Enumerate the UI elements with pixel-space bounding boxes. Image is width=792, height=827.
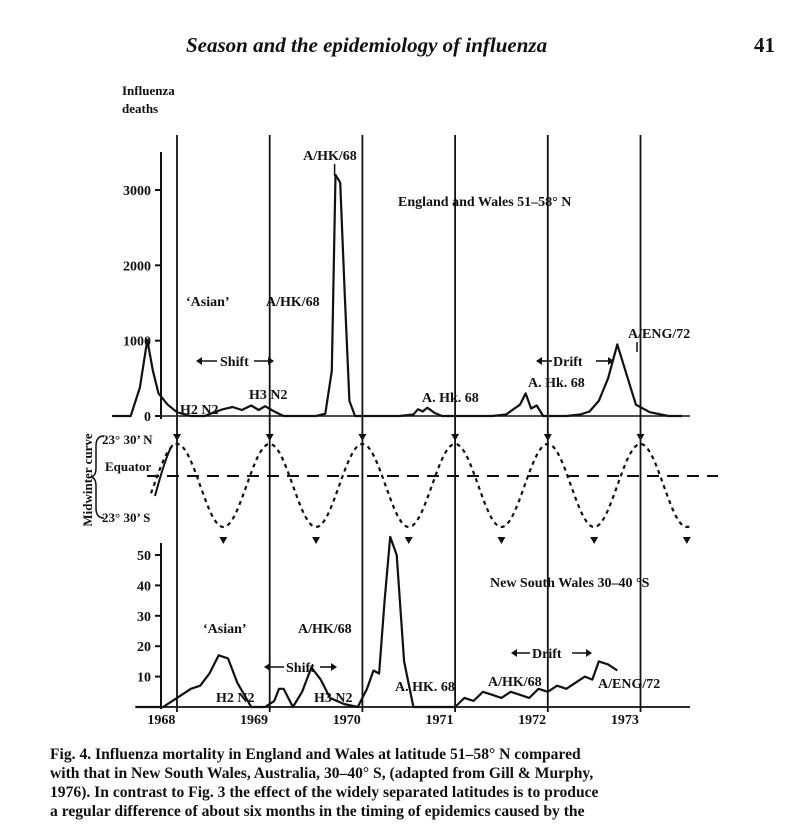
nsw-region-label: New South Wales 30–40 °S bbox=[490, 576, 650, 591]
arrow-down-icon bbox=[265, 434, 274, 441]
midwinter-bracket bbox=[90, 435, 105, 519]
nsw-y-tick-label: 20 bbox=[137, 640, 151, 655]
england-y-tick-label: 1000 bbox=[123, 335, 151, 350]
annotation-a-hk-68-1971: A. Hk. 68 bbox=[528, 376, 585, 391]
arrow-down-icon bbox=[404, 537, 413, 544]
arrow-down-icon bbox=[173, 434, 181, 441]
england-y-tick-label: 0 bbox=[144, 410, 151, 425]
midwinter-north-label: 23° 30’ N bbox=[102, 432, 153, 447]
annotation-shift: Shift bbox=[286, 661, 315, 676]
caption-line: with that in New South Wales, Australia,… bbox=[50, 765, 594, 782]
annotation-a-hk68: A/HK/68 bbox=[266, 295, 320, 310]
arrow-head-left-icon bbox=[511, 649, 517, 657]
annotation-a-hk68-peak: A/HK/68 bbox=[303, 149, 357, 164]
arrow-down-icon bbox=[543, 434, 552, 441]
midwinter-ylabel: Midwinter curve bbox=[80, 433, 95, 526]
caption-line: 1976). In contrast to Fig. 3 the effect … bbox=[50, 784, 599, 801]
annotation-asian: ‘Asian’ bbox=[203, 622, 247, 637]
annotation-drift: Drift bbox=[532, 647, 562, 662]
arrow-down-icon bbox=[590, 537, 599, 544]
x-tick-label: 1973 bbox=[611, 713, 639, 728]
midwinter-curve-start bbox=[154, 444, 174, 497]
figure-caption: Fig. 4. Influenza mortality in England a… bbox=[50, 745, 770, 821]
x-tick-label: 1969 bbox=[240, 713, 268, 728]
england-y-tick-label: 3000 bbox=[123, 184, 151, 199]
arrow-head-left-icon bbox=[536, 357, 542, 365]
running-title: Season and the epidemiology of influenza bbox=[186, 33, 548, 57]
x-tick-label: 1972 bbox=[518, 713, 546, 728]
annotation-shift: Shift bbox=[220, 355, 249, 370]
arrow-down-icon bbox=[636, 434, 645, 441]
annotation-h3n2: H3 N2 bbox=[314, 691, 353, 706]
x-tick-label: 1968 bbox=[147, 713, 175, 728]
arrow-down-icon bbox=[219, 537, 228, 544]
england-ylabel: Influenza bbox=[122, 83, 175, 98]
annotation-a-eng72: A/ENG/72 bbox=[628, 327, 690, 342]
arrow-head-right-icon bbox=[268, 357, 274, 365]
arrow-head-left-icon bbox=[196, 357, 202, 365]
caption-line: a regular difference of about six months… bbox=[50, 803, 585, 820]
england-ylabel: deaths bbox=[122, 101, 158, 116]
arrow-down-icon bbox=[358, 434, 367, 441]
england-y-tick-label: 2000 bbox=[123, 259, 151, 274]
nsw-y-tick-label: 10 bbox=[137, 671, 151, 686]
caption-line: Fig. 4. Influenza mortality in England a… bbox=[50, 746, 581, 763]
arrow-down-icon bbox=[682, 537, 691, 544]
annotation-h2n2: H2 N2 bbox=[216, 691, 255, 706]
x-tick-label: 1971 bbox=[425, 713, 453, 728]
annotation-a-hk68-1971: A/HK/68 bbox=[488, 675, 542, 690]
page-number: 41 bbox=[754, 33, 775, 57]
annotation-a-eng72: A/ENG/72 bbox=[598, 677, 660, 692]
arrow-head-left-icon bbox=[264, 663, 270, 671]
england-region-label: England and Wales 51–58° N bbox=[398, 195, 571, 210]
annotation-a-hk-68: A. HK. 68 bbox=[395, 680, 455, 695]
annotation-drift: Drift bbox=[553, 355, 583, 370]
nsw-mortality-line bbox=[135, 535, 618, 709]
england-mortality-line bbox=[112, 173, 683, 418]
nsw-y-tick-label: 50 bbox=[137, 549, 151, 564]
midwinter-south-label: 23° 30’ S bbox=[102, 510, 150, 525]
midwinter-equator-label: Equator bbox=[105, 459, 151, 474]
annotation-h3n2: H3 N2 bbox=[249, 388, 288, 403]
nsw-y-tick-label: 40 bbox=[137, 579, 151, 594]
annotation-a-hk68: A/HK/68 bbox=[298, 622, 352, 637]
annotation-a-hk-68-1970: A. Hk. 68 bbox=[422, 391, 479, 406]
midwinter-curve bbox=[149, 442, 692, 529]
arrow-head-right-icon bbox=[331, 663, 337, 671]
annotation-asian: ‘Asian’ bbox=[186, 295, 230, 310]
arrow-down-icon bbox=[497, 537, 506, 544]
arrow-down-icon bbox=[451, 434, 460, 441]
arrow-down-icon bbox=[312, 537, 321, 544]
arrow-head-right-icon bbox=[608, 357, 614, 365]
x-tick-label: 1970 bbox=[333, 713, 361, 728]
arrow-head-right-icon bbox=[586, 649, 592, 657]
influenza-mortality-chart: 0 1000 2000 3000 Influenza deaths A/HK/68 Engla… bbox=[80, 83, 718, 728]
nsw-y-tick-label: 30 bbox=[137, 610, 151, 625]
annotation-h2n2: H2 N2 bbox=[180, 403, 219, 418]
